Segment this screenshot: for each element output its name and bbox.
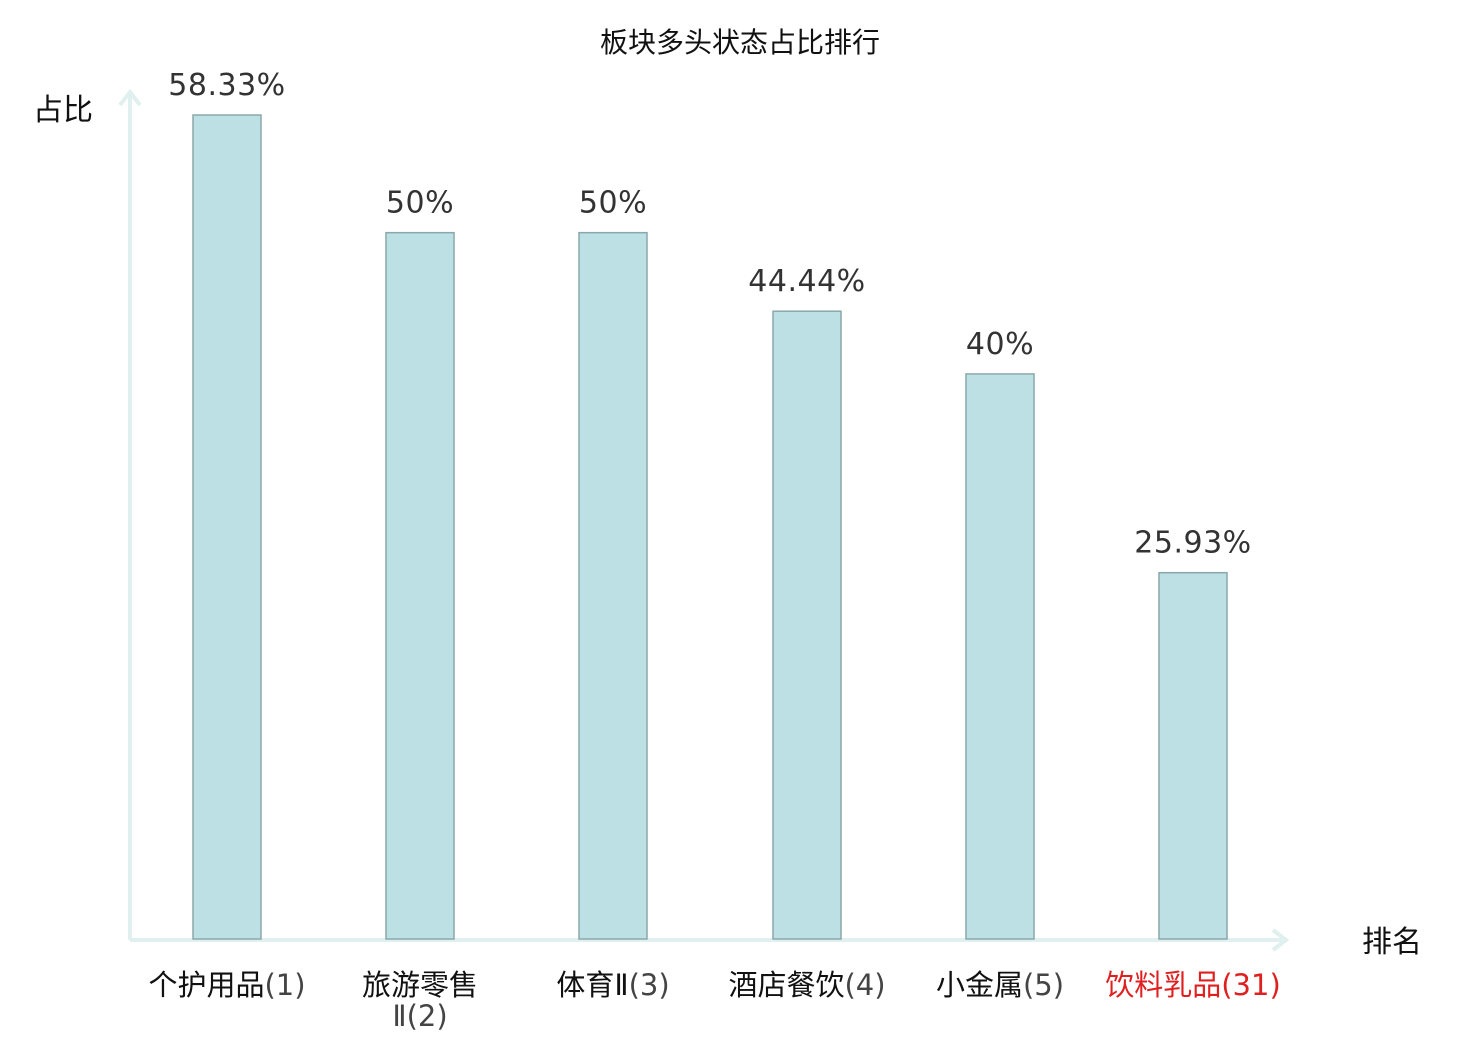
axes <box>118 88 1290 952</box>
value-label-6: 25.93% <box>1134 526 1251 561</box>
category-rank: (2) <box>407 999 448 1033</box>
chart-title: 板块多头状态占比排行 <box>600 26 880 59</box>
category-rank: (5) <box>1023 968 1064 1002</box>
category-label-2: 旅游零售 <box>362 968 478 1002</box>
category-label-2-line2: Ⅱ(2) <box>392 999 447 1033</box>
category-name: 体育Ⅱ <box>556 968 628 1002</box>
bar-1 <box>192 114 262 940</box>
x-axis-title: 排名 <box>1362 925 1422 960</box>
category-name: 酒店餐饮 <box>728 968 844 1002</box>
category-name: 饮料乳品 <box>1105 968 1221 1002</box>
category-label-5: 小金属(5) <box>936 968 1064 1002</box>
category-rank: (3) <box>629 968 670 1002</box>
value-label-2: 50% <box>386 186 454 221</box>
category-name: 旅游零售 <box>362 968 478 1002</box>
value-label-3: 50% <box>579 186 647 221</box>
y-axis-title: 占比 <box>33 93 93 128</box>
category-name-line2: Ⅱ <box>392 999 406 1033</box>
category-label-1: 个护用品(1) <box>148 968 305 1002</box>
category-rank: (4) <box>844 968 885 1002</box>
value-labels-group: 58.33% 50% 50% 44.44% 40% 25.93% <box>168 68 1251 561</box>
bar-4 <box>772 310 842 940</box>
y-axis-arrow <box>118 88 142 107</box>
bar-5 <box>965 373 1035 940</box>
category-name: 个护用品 <box>148 968 264 1002</box>
bars-group <box>192 114 1228 940</box>
category-name: 小金属 <box>936 968 1023 1002</box>
category-rank: (1) <box>264 968 305 1002</box>
value-label-1: 58.33% <box>168 68 285 103</box>
x-axis-arrow <box>1271 928 1290 952</box>
category-label-4: 酒店餐饮(4) <box>728 968 885 1002</box>
value-label-4: 44.44% <box>748 264 865 299</box>
category-label-3: 体育Ⅱ(3) <box>556 968 669 1002</box>
value-label-5: 40% <box>966 327 1034 362</box>
category-rank: (31) <box>1221 968 1281 1002</box>
bar-6 <box>1158 571 1228 940</box>
category-label-6: 饮料乳品(31) <box>1105 968 1281 1002</box>
bar-3 <box>578 231 648 940</box>
bar-2 <box>385 231 455 940</box>
